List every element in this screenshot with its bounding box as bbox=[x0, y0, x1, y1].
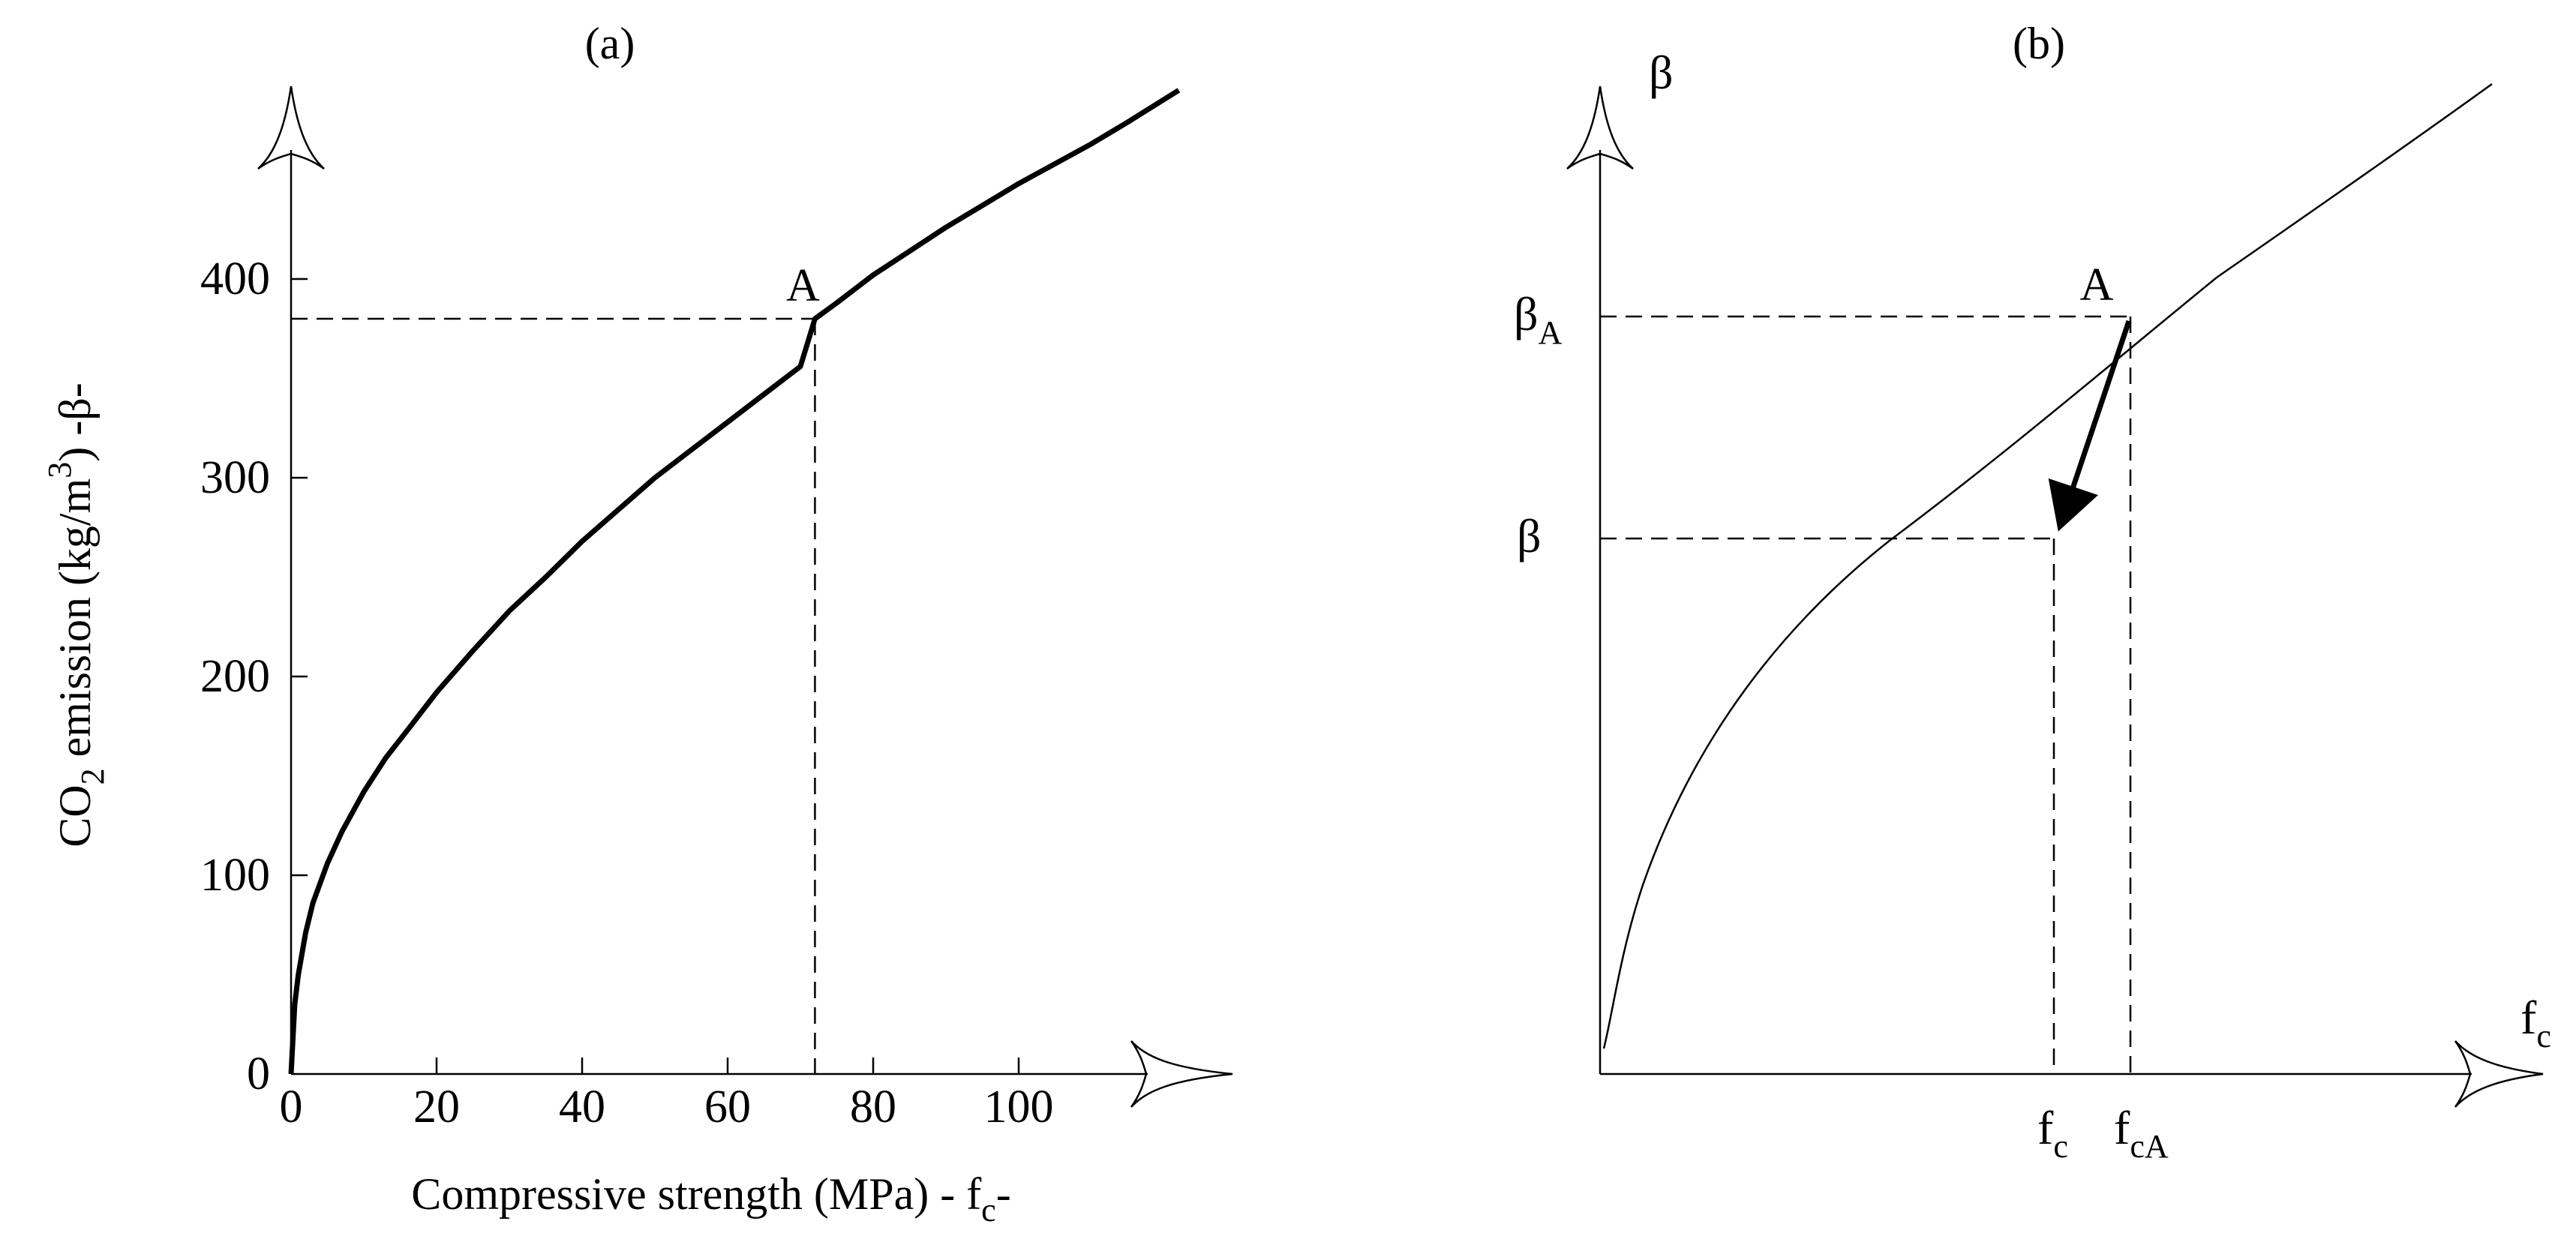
y-title-mid: emission (kg/m bbox=[50, 478, 100, 769]
y-title-pre: CO bbox=[50, 784, 100, 847]
betaA-sub: A bbox=[1539, 314, 1563, 351]
panel-b-title: (b) bbox=[2013, 19, 2065, 68]
panel-b-shift-arrow bbox=[2048, 320, 2132, 532]
y-tick-label: 400 bbox=[200, 254, 270, 304]
panel-a-x-axis-title: Compressive strength (MPa) - fc- bbox=[411, 1169, 1010, 1228]
x-title-main: Compressive strength (MPa) - f bbox=[411, 1169, 981, 1219]
panel-b-fcA-tick-label: fcA bbox=[2114, 1101, 2169, 1165]
series-line bbox=[288, 88, 1181, 1075]
panel-a-title: (a) bbox=[585, 19, 635, 68]
y-tick-label: 100 bbox=[200, 850, 270, 901]
panel-b-beta-label: β bbox=[1517, 509, 1542, 562]
xb-sub: c bbox=[2536, 1018, 2551, 1054]
y-tick-label: 200 bbox=[200, 651, 270, 702]
y-title-tail: ) -β- bbox=[50, 382, 100, 461]
panel-b-x-arrowhead bbox=[2454, 1040, 2544, 1108]
xb-main: f bbox=[2520, 991, 2537, 1044]
x-tick-label: 20 bbox=[413, 1082, 460, 1132]
panel-a-y-axis-title: CO2 emission (kg/m3) -β- bbox=[41, 382, 111, 848]
y-title-sub: 2 bbox=[74, 768, 111, 784]
panel-b-betaA-label: βA bbox=[1514, 287, 1563, 351]
x-title-tail: - bbox=[996, 1169, 1011, 1219]
panel-a-y-arrowhead bbox=[257, 86, 325, 170]
point-a-label: A bbox=[786, 260, 820, 311]
fc-main: f bbox=[2037, 1101, 2054, 1154]
y-tick-label: 300 bbox=[200, 452, 270, 503]
panel-b-x-axis-title: fc bbox=[2520, 991, 2551, 1054]
x-title-sub: c bbox=[981, 1192, 996, 1228]
panel-b-y-arrowhead bbox=[1566, 86, 1634, 170]
fc-sub: c bbox=[2053, 1128, 2068, 1165]
panel-b: (b) A β βA β fc fcA bbox=[1514, 19, 2551, 1165]
y-title-sup: 3 bbox=[41, 462, 78, 478]
panel-a-plot: A bbox=[288, 88, 1181, 1075]
panel-a-ticks: 0 20 40 60 80 100 0 100 200 300 400 bbox=[200, 254, 1054, 1132]
y-tick-label: 0 bbox=[247, 1048, 270, 1100]
panel-b-fc-tick-label: fc bbox=[2037, 1101, 2068, 1165]
x-tick-label: 100 bbox=[984, 1082, 1054, 1132]
betaA-main: β bbox=[1514, 287, 1539, 340]
panel-a: (a) 0 20 40 60 80 100 0 100 200 300 400 A CO2 emis… bbox=[41, 19, 1233, 1228]
panel-b-point-a-label: A bbox=[2080, 260, 2114, 310]
x-tick-label: 60 bbox=[704, 1082, 751, 1132]
x-tick-label: 0 bbox=[280, 1082, 303, 1132]
panel-b-curve bbox=[1602, 82, 2493, 1049]
fcA-main: f bbox=[2114, 1101, 2130, 1154]
panel-a-x-arrowhead bbox=[1130, 1040, 1233, 1108]
panel-b-y-axis-title: β bbox=[1649, 46, 1674, 99]
fcA-sub: cA bbox=[2130, 1128, 2169, 1165]
x-tick-label: 80 bbox=[850, 1082, 896, 1132]
x-tick-label: 40 bbox=[559, 1082, 605, 1132]
